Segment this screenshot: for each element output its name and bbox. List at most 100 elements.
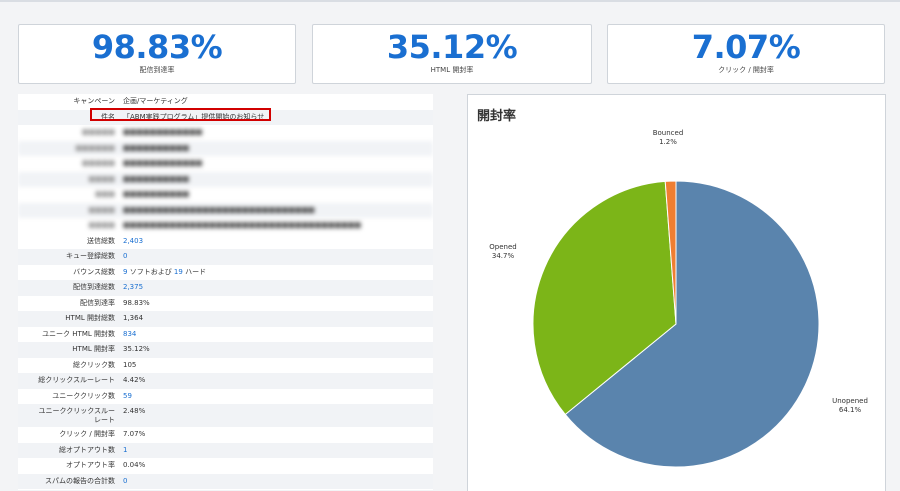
stat-label: スパムの報告の合計数 (45, 476, 115, 485)
stat-value: 35.12% (123, 345, 150, 353)
redacted-row: ■■■■■ ■■■■■■■■■■■■ (18, 125, 433, 141)
stat-value[interactable]: 1 (123, 445, 128, 454)
bounce-count-link[interactable]: 9 (123, 267, 128, 276)
stat-value: 2.48% (123, 407, 146, 415)
stat-value[interactable]: 2,375 (123, 283, 144, 291)
kpi-value: 98.83% (91, 28, 223, 66)
stat-value[interactable]: 2,403 (123, 236, 144, 245)
detail-value: 「ABM実践プログラム」提供開始のお知らせ (123, 112, 265, 121)
stat-label: HTML 開封率 (72, 345, 115, 353)
top-border (0, 0, 900, 2)
stat-value: 7.07% (123, 430, 146, 438)
stat-label: オプトアウト率 (66, 461, 115, 469)
redacted-label: ■■■■■ (81, 128, 115, 136)
detail-row-subject: 件名 「ABM実践プログラム」提供開始のお知らせ (18, 109, 433, 125)
pie-chart (532, 180, 820, 468)
stat-label-line: レート (94, 415, 115, 424)
pie-label-name: Bounced (652, 129, 684, 137)
stat-label: 送信総数 (87, 236, 115, 245)
stat-label: ユニーククリック数 (52, 391, 115, 400)
stat-row: 総クリックスルーレート 4.42% (18, 373, 433, 389)
redacted-value: ■■■■■■■■■■ (123, 174, 190, 183)
stat-row: 配信到達率 98.83% (18, 296, 433, 312)
pie-label-name: Opened (489, 243, 517, 251)
stat-row: オプトアウト率 0.04% (18, 458, 433, 474)
redacted-label: ■■■ (95, 190, 115, 198)
redacted-label: ■■■■ (88, 221, 115, 229)
stat-value[interactable]: 0 (123, 476, 128, 485)
pie-slice-bounced[interactable] (664, 180, 677, 325)
bounce-count-link[interactable]: 19 (173, 267, 183, 276)
redacted-label: ■■■■ (88, 174, 115, 183)
redacted-value: ■■■■■■■■■■■■ (123, 159, 203, 167)
redacted-value: ■■■■■■■■■■■■■■■■■■■■■■■■■■■■■■■■■■■■ (123, 221, 362, 229)
stat-row: 総オプトアウト数 1 (18, 442, 433, 458)
kpi-label: 配信到達率 (139, 66, 175, 74)
chart-title: 開封率 (477, 109, 517, 124)
kpi-label: クリック / 開封率 (718, 66, 774, 74)
pie-slice-unopened[interactable] (564, 180, 820, 468)
stat-row: キュー登録総数 0 (18, 249, 433, 265)
stat-value: 0.04% (123, 461, 146, 469)
stat-row: ユニーククリック数 59 (18, 389, 433, 405)
redacted-value: ■■■■■■■■■■ (123, 190, 190, 198)
stat-label: HTML 開封総数 (65, 314, 115, 322)
bounce-text: ソフトおよび (127, 267, 174, 276)
pie-label-value: 34.7% (491, 252, 515, 260)
redacted-row: ■■■■■ ■■■■■■■■■■■■ (18, 156, 433, 172)
stat-row: 送信総数 2,403 (18, 234, 433, 250)
pie-label-name: Unopened (832, 397, 868, 405)
pie-slice-opened[interactable] (532, 180, 677, 416)
stat-label: ユニーククリックスルー レート (38, 407, 115, 424)
bounce-text: ハード (182, 267, 207, 276)
stat-label-line: ユニーククリックスルー (38, 407, 115, 415)
pie-label-unopened: Unopened 64.1% (820, 397, 880, 415)
stat-row: 総クリック数 105 (18, 358, 433, 374)
stat-value: 1,364 (123, 314, 144, 322)
stat-label: クリック / 開封率 (59, 430, 115, 438)
stat-label: 総クリックスルーレート (38, 376, 115, 384)
detail-label: キャンペーン (73, 97, 115, 105)
redacted-label: ■■■■■ (81, 159, 115, 167)
redacted-value: ■■■■■■■■■■ (123, 143, 190, 152)
redacted-row: ■■■■■■ ■■■■■■■■■■ (18, 140, 433, 156)
stat-value[interactable]: 59 (123, 391, 132, 400)
kpi-label: HTML 開封率 (430, 66, 474, 74)
stats-rows: 送信総数 2,403 キュー登録総数 0 バウンス総数 9 ソフトおよび 19 ハード配信… (18, 234, 433, 489)
stat-value: 98.83% (123, 298, 150, 307)
stat-value[interactable]: 0 (123, 252, 128, 260)
stat-label: キュー登録総数 (66, 252, 115, 260)
stat-row: ユニーク HTML 開封数 834 (18, 327, 433, 343)
kpi-value: 7.07% (691, 28, 801, 66)
stat-row: HTML 開封率 35.12% (18, 342, 433, 358)
stat-value[interactable]: 834 (123, 329, 137, 338)
open-rate-chart-panel: 開封率 Unopened 64.1% Opened 34.7% Bounced 1.2% (467, 94, 886, 491)
redacted-row: ■■■■ ■■■■■■■■■■■■■■■■■■■■■■■■■■■■■■■■■■■… (18, 218, 433, 234)
email-details-table: キャンペーン 企画/マーケティング 件名 「ABM実践プログラム」提供開始のお知… (18, 94, 433, 490)
kpi-card-delivery-rate: 98.83% 配信到達率 (18, 24, 296, 84)
stat-row: バウンス総数 9 ソフトおよび 19 ハード (18, 265, 433, 281)
stat-row: 配信到達総数 2,375 (18, 280, 433, 296)
redacted-row: ■■■■ ■■■■■■■■■■ (18, 171, 433, 187)
stat-label: ユニーク HTML 開封数 (42, 329, 115, 338)
stat-label: バウンス総数 (73, 267, 115, 276)
redacted-label: ■■■■ (88, 205, 115, 214)
pie-label-opened: Opened 34.7% (473, 243, 533, 261)
detail-label: 件名 (101, 112, 115, 121)
stat-label: 配信到達総数 (73, 283, 115, 291)
kpi-value: 35.12% (386, 28, 518, 66)
redacted-row: ■■■ ■■■■■■■■■■ (18, 187, 433, 203)
kpi-card-open-rate: 35.12% HTML 開封率 (312, 24, 592, 84)
stat-label: 総クリック数 (73, 360, 115, 369)
pie-label-bounced: Bounced 1.2% (638, 129, 698, 147)
redacted-label: ■■■■■■ (75, 143, 115, 152)
kpi-card-click-open-rate: 7.07% クリック / 開封率 (607, 24, 885, 84)
redacted-value: ■■■■■■■■■■■■■■■■■■■■■■■■■■■■■ (123, 205, 315, 214)
stat-label: 総オプトアウト数 (59, 445, 115, 454)
stat-value: 4.42% (123, 376, 146, 384)
stat-label: 配信到達率 (80, 298, 115, 307)
stat-row: HTML 開封総数 1,364 (18, 311, 433, 327)
stat-row: クリック / 開封率 7.07% (18, 427, 433, 443)
redacted-row: ■■■■ ■■■■■■■■■■■■■■■■■■■■■■■■■■■■■ (18, 202, 433, 218)
stat-row: スパムの報告の合計数 0 (18, 473, 433, 489)
